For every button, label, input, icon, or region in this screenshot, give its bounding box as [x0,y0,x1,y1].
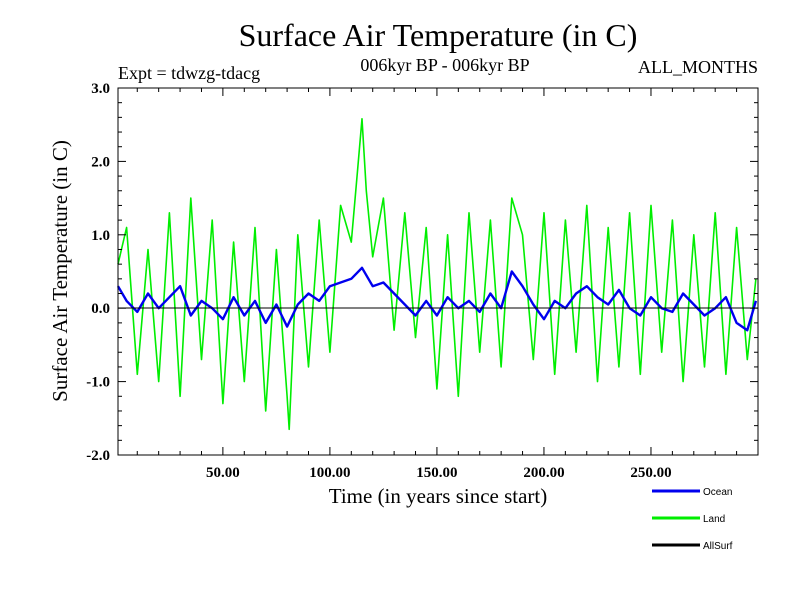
series-layer [116,118,758,431]
y-tick-label: 0.0 [91,301,110,317]
x-tick-label: 50.00 [206,465,240,481]
x-tick-label: 250.00 [630,465,671,481]
legend-label-allsurf: AllSurf [703,541,733,552]
chart-subtitle-right: ALL_MONTHS [638,57,758,77]
plot-frame [117,87,759,456]
y-tick-label: -1.0 [86,375,110,391]
x-tick-label: 150.00 [416,465,457,481]
y-tick-label: 2.0 [91,154,110,170]
chart-subtitle-left: Expt = tdwzg-tdacg [118,63,260,83]
legend-label-land: Land [703,514,725,525]
y-tick-label: 1.0 [91,228,110,244]
x-tick-label: 200.00 [523,465,564,481]
y-tick-label: -2.0 [86,448,110,464]
y-axis-label: Surface Air Temperature (in C) [48,140,72,402]
y-tick-label: 3.0 [91,81,110,97]
series-line-ocean [116,266,758,332]
legend-label-ocean: Ocean [703,487,732,498]
series-line-land [117,118,757,431]
legend: Ocean Land AllSurf [652,487,733,552]
x-tick-label: 100.00 [309,465,350,481]
x-axis-label: Time (in years since start) [329,484,548,508]
chart-title: Surface Air Temperature (in C) [239,17,638,53]
chart-subtitle-center: 006kyr BP - 006kyr BP [360,55,529,75]
axes-layer: 3.0 2.0 1.0 0.0 -1.0 -2.0 50.00 100.00 150.00 200… [86,81,759,481]
